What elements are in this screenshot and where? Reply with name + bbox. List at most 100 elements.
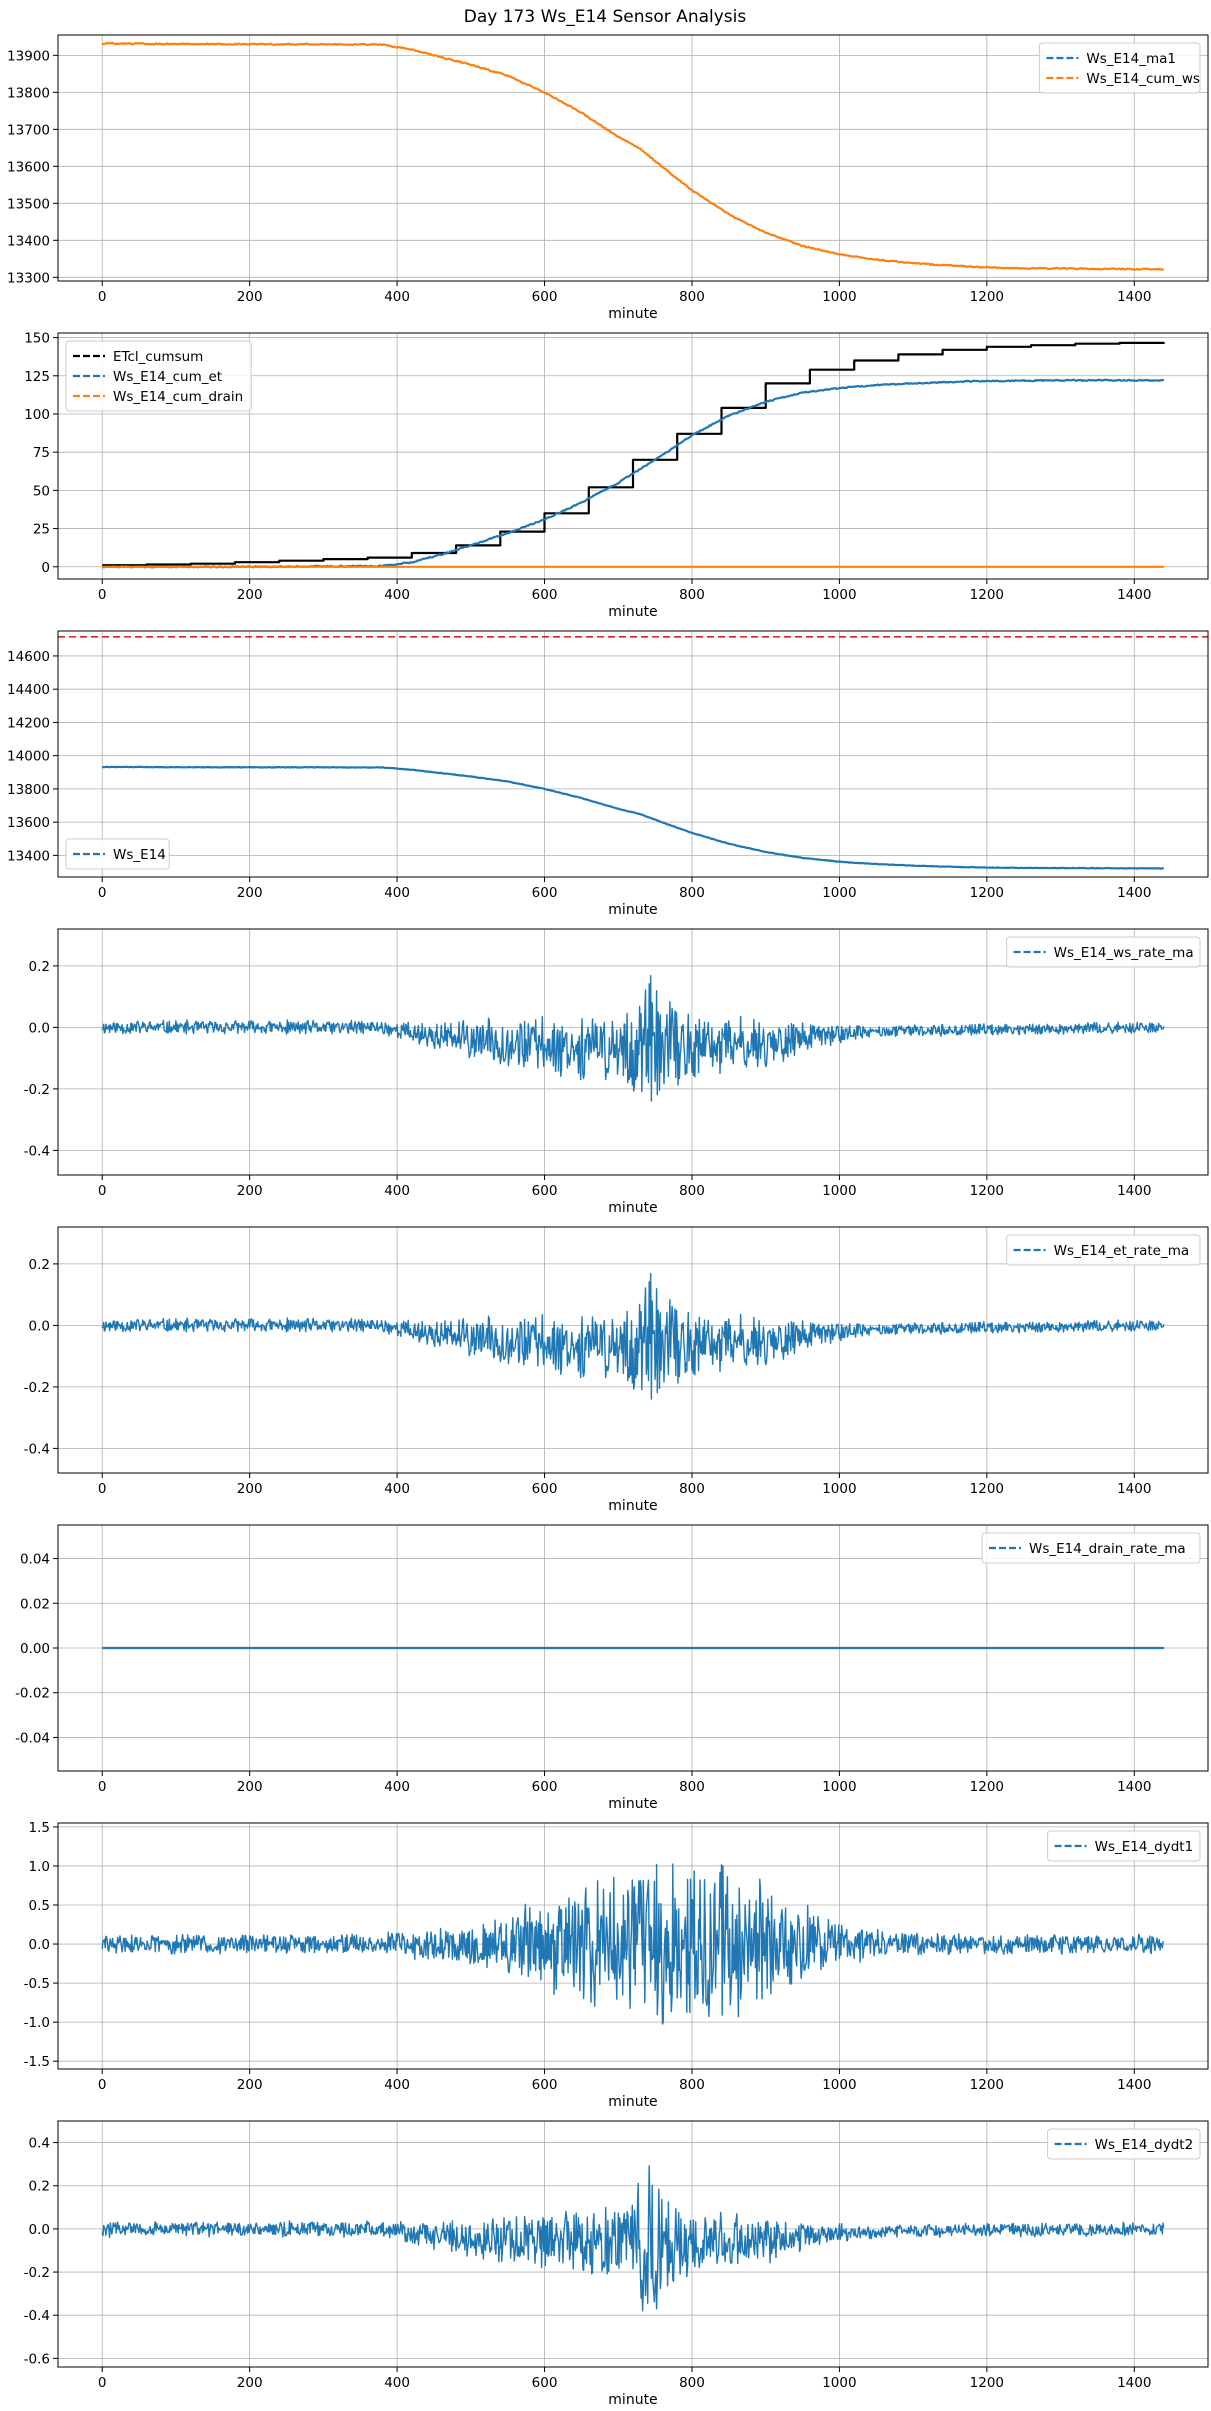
x-tick-label: 1400 [1117,2077,1151,2093]
y-tick-label: 1.0 [29,1859,50,1875]
y-tick-label: 0.0 [29,1937,50,1953]
y-tick-label: 0.04 [20,1552,50,1568]
y-tick-label: 0.2 [29,2179,50,2195]
chart-panel-3: 0 200 400 600 800 1000 1200 1400 13400 13600 13800… [7,630,1209,918]
y-tick-label: -0.5 [24,1976,50,1992]
x-tick-label: 200 [237,587,263,603]
y-tick-label: 0.0 [29,1318,50,1334]
legend-label: Ws_E14_drain_rate_ma [1029,1541,1186,1557]
series-line-Ws_E14_dydt1 [101,1863,1165,2025]
y-tick-label: 0.4 [29,2136,50,2152]
x-tick-label: 600 [532,289,558,305]
x-tick-label: 800 [679,2375,705,2391]
x-tick-label: 200 [237,1183,263,1199]
x-tick-label: 1000 [822,1183,856,1199]
x-tick-label: 1000 [822,587,856,603]
legend-label: ETcl_cumsum [113,349,203,365]
chart-panel-1: 0 200 400 600 800 1000 1200 1400 13300 13400 13500… [7,34,1209,322]
x-tick-label: 1000 [822,1481,856,1497]
x-tick-label: 0 [98,2077,107,2093]
series-line-Ws_E14_cum_ws [101,41,1165,271]
x-tick-label: 800 [679,2077,705,2093]
x-axis-label: minute [608,306,657,322]
x-tick-label: 200 [237,2375,263,2391]
y-tick-label: 150 [24,331,50,347]
x-tick-label: 800 [679,587,705,603]
legend: ETcl_cumsum Ws_E14_cum_et Ws_E14_cum_drain [65,340,252,412]
x-tick-label: 1200 [970,2077,1004,2093]
x-tick-label: 0 [98,1779,107,1795]
x-tick-label: 200 [237,1481,263,1497]
y-tick-label: 25 [33,522,50,538]
x-tick-label: 400 [384,2077,410,2093]
y-tick-label: 0.0 [29,1020,50,1036]
y-tick-label: 0.2 [29,959,50,975]
legend-box [981,1532,1201,1564]
series-line-Ws_E14_et_rate_ma [101,1273,1165,1400]
x-tick-label: 400 [384,1779,410,1795]
y-tick-label: 13900 [7,48,50,64]
y-tick-label: 0 [41,560,50,576]
y-tick-label: 13400 [7,848,50,864]
x-axis-label: minute [608,1200,657,1216]
axes-frame [57,928,1209,1176]
legend-label: Ws_E14_cum_ws [1086,71,1200,87]
legend-box [1006,1234,1201,1266]
y-tick-label: 100 [24,407,50,423]
x-tick-label: 1000 [822,1779,856,1795]
axes-frame [57,34,1209,282]
y-tick-label: 125 [24,369,50,385]
legend-label: Ws_E14_ma1 [1086,51,1176,67]
x-axis-label: minute [608,2392,657,2408]
chart-panel-5: 0 200 400 600 800 1000 1200 1400 -0.4 -0.2 0.0 0.2 m… [24,1226,1209,1514]
x-tick-label: 1000 [822,2375,856,2391]
chart-panels: 0 200 400 600 800 1000 1200 1400133001340013500… [7,34,1209,2408]
legend-label: Ws_E14_dydt2 [1095,2137,1194,2153]
legend-label: Ws_E14_ws_rate_ma [1054,945,1194,961]
y-tick-label: -0.2 [24,1380,50,1396]
x-tick-label: 200 [237,1779,263,1795]
legend-label: Ws_E14_et_rate_ma [1054,1243,1190,1259]
series-line-ETcl_cumsum [102,341,1165,567]
legend-box [1047,1830,1201,1862]
x-tick-label: 0 [98,2375,107,2391]
legend-label: Ws_E14_cum_drain [113,389,243,405]
chart-panel-8: 0 200 400 600 800 1000 1200 1400 -0.6 -0.4 -0.2 0.0… [24,2120,1209,2408]
legend-label: Ws_E14_dydt1 [1095,1839,1194,1855]
x-tick-label: 1200 [970,1779,1004,1795]
legend: Ws_E14 [65,838,170,870]
x-tick-label: 800 [679,1183,705,1199]
y-tick-label: 0.5 [29,1898,50,1914]
x-tick-label: 1000 [822,2077,856,2093]
chart-panel-2: 0 200 400 600 800 1000 1200 1400 0 25 50 75 100 125 15… [24,331,1209,620]
y-tick-label: 14000 [7,749,50,765]
x-tick-label: 600 [532,1481,558,1497]
series-line-Ws_E14 [102,765,1164,870]
legend: Ws_E14_dydt1 [1047,1830,1201,1862]
legend: Ws_E14_ma1 Ws_E14_cum_ws [1038,42,1201,94]
y-tick-label: -0.2 [24,2265,50,2281]
y-tick-label: 50 [33,483,50,499]
x-tick-label: 0 [98,289,107,305]
x-tick-label: 0 [98,1481,107,1497]
y-tick-label: 13400 [7,233,50,249]
chart-panel-4: 0 200 400 600 800 1000 1200 1400 -0.4 -0.2 0.0 0.2 m… [24,928,1209,1216]
y-tick-label: 0.00 [20,1641,50,1657]
x-axis-label: minute [608,2094,657,2110]
axes-frame [57,1226,1209,1474]
x-tick-label: 600 [532,2077,558,2093]
y-tick-label: 1.5 [29,1820,50,1836]
x-tick-label: 0 [98,885,107,901]
chart-panel-7: 0 200 400 600 800 1000 1200 1400 -1.5 -1.0 -0.5 0.0… [24,1820,1209,2110]
x-tick-label: 1400 [1117,885,1151,901]
x-tick-label: 1200 [970,1183,1004,1199]
legend: Ws_E14_drain_rate_ma [981,1532,1201,1564]
x-tick-label: 1400 [1117,1779,1151,1795]
x-tick-label: 600 [532,2375,558,2391]
series-line-Ws_E14_ws_rate_ma [101,975,1165,1102]
x-axis-label: minute [608,604,657,620]
axes-frame [57,332,1209,580]
x-tick-label: 1200 [970,885,1004,901]
x-tick-label: 1200 [970,1481,1004,1497]
